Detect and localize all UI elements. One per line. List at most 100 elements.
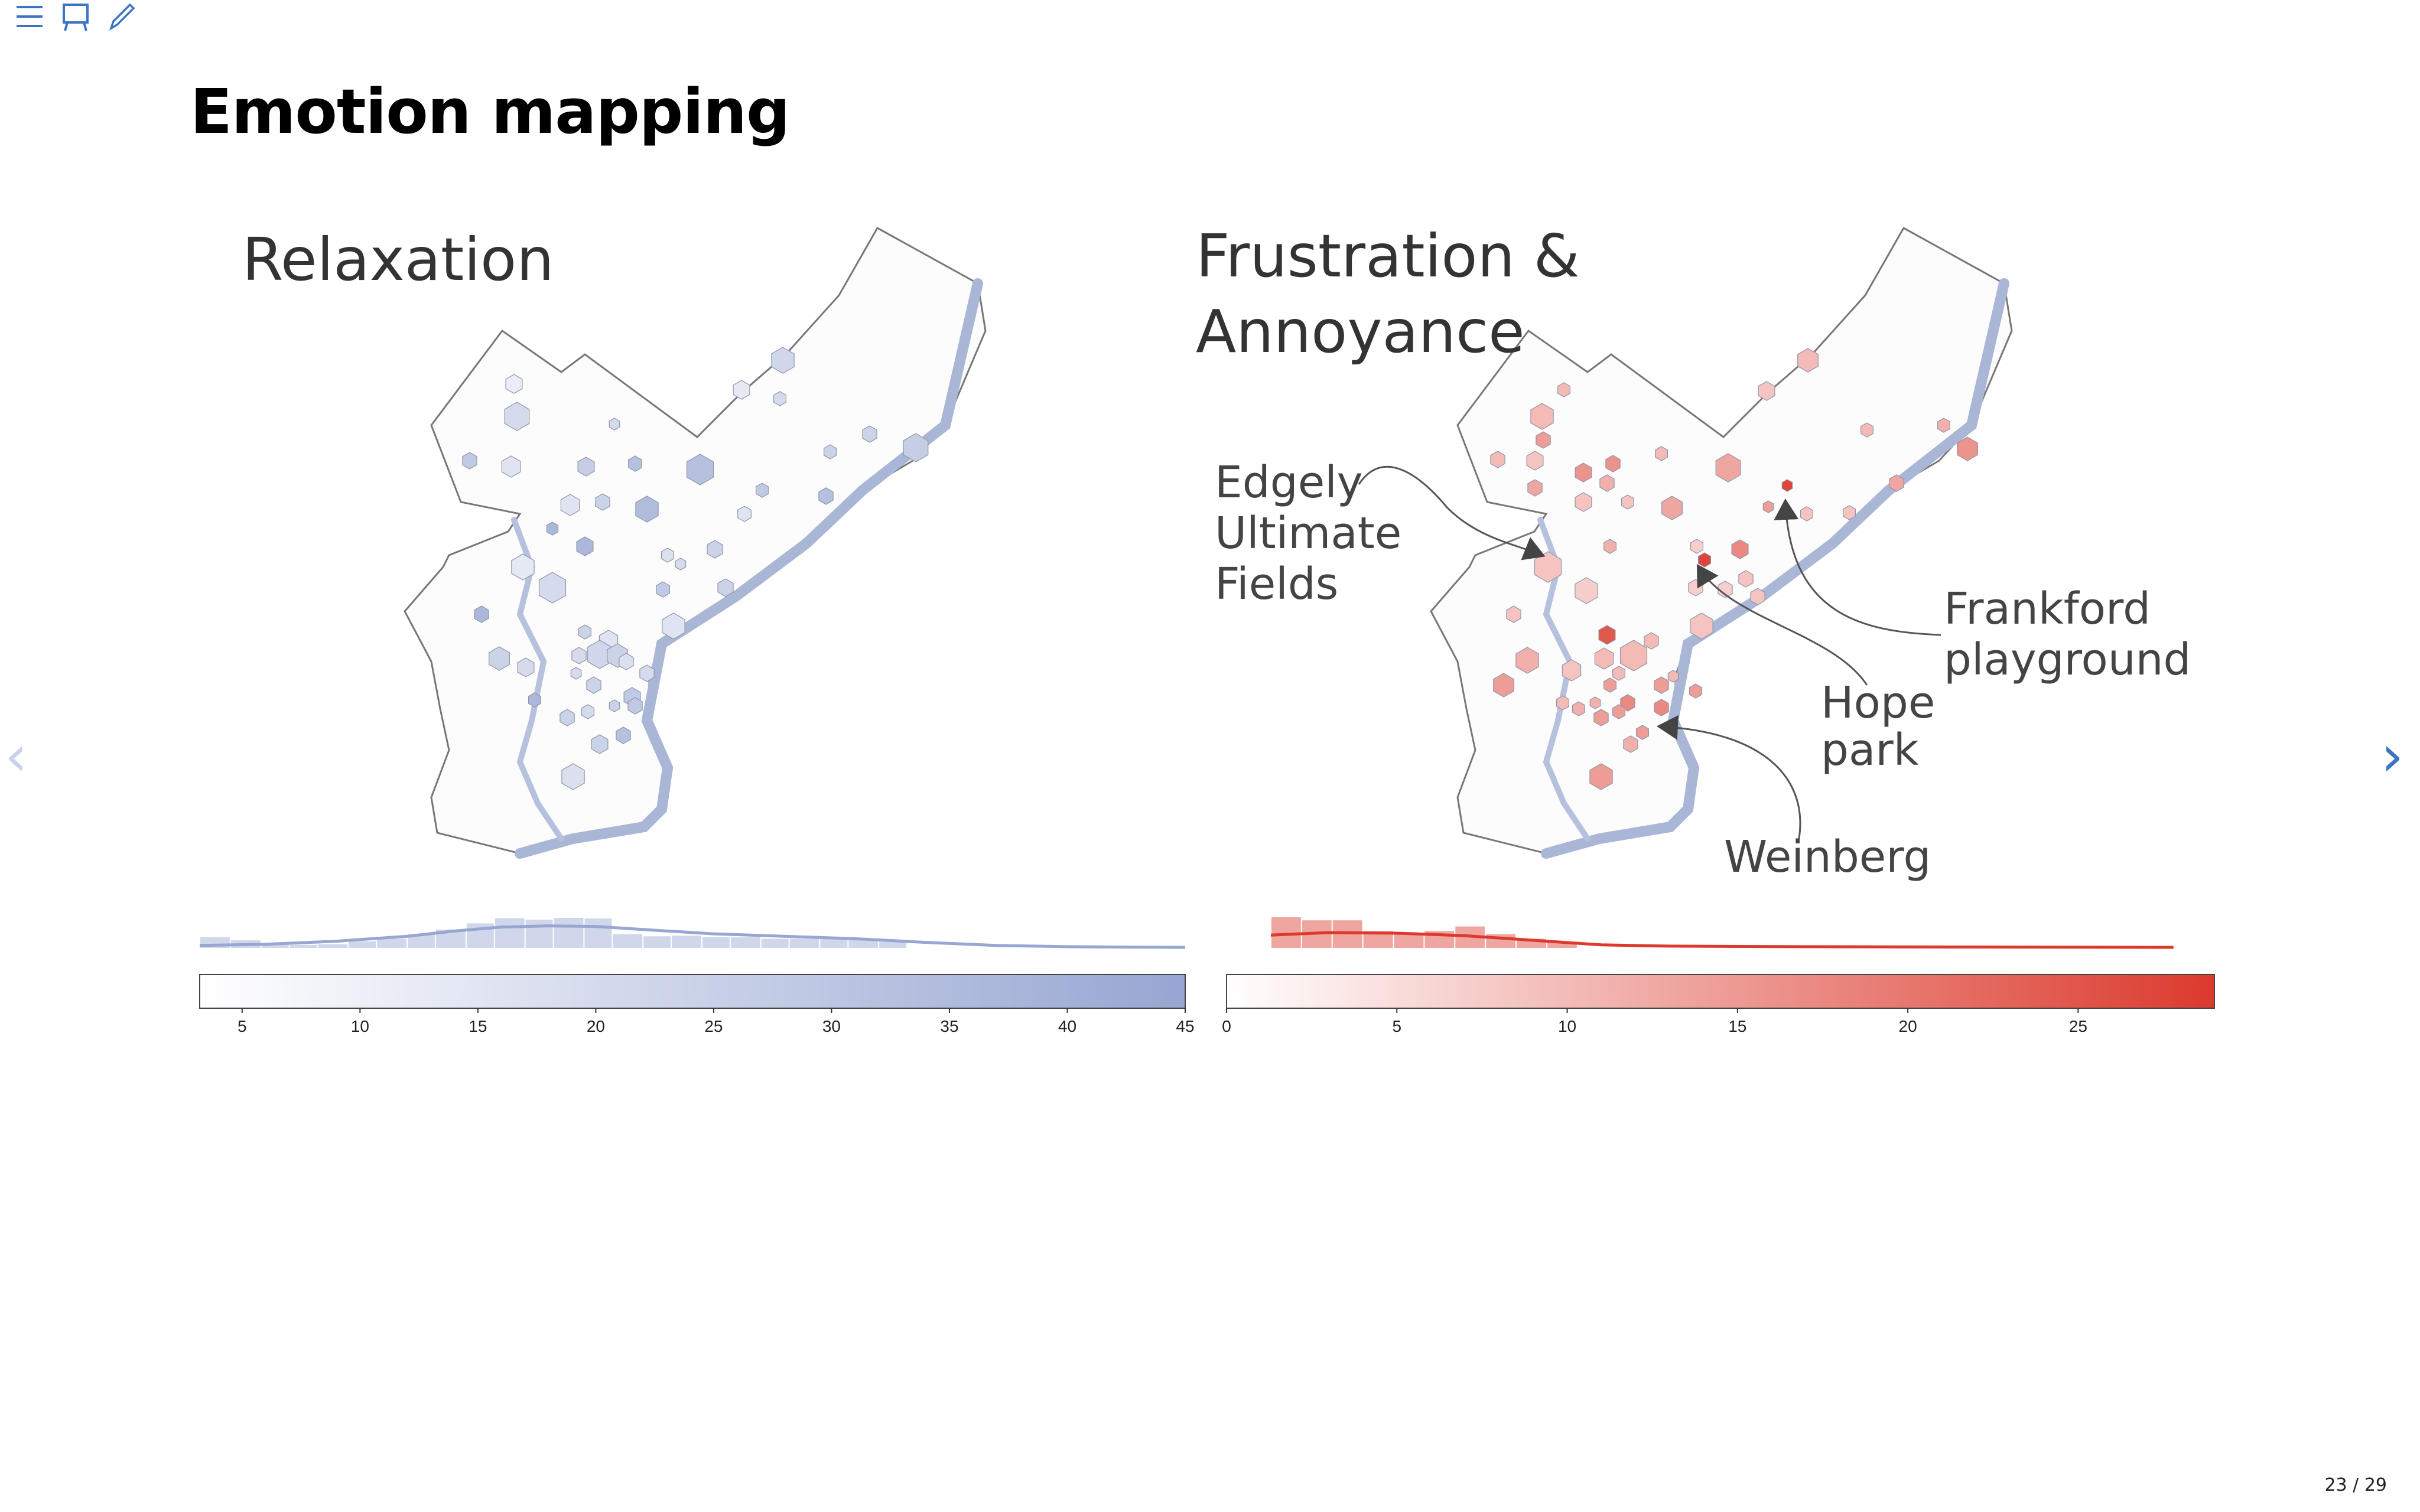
relaxation-hex-bin xyxy=(619,653,634,670)
relaxation-tick-label: 10 xyxy=(351,1017,369,1035)
annotation-line: Edgely xyxy=(1215,457,1363,508)
frustration-hex-bin xyxy=(1575,492,1592,512)
relaxation-hex-bin xyxy=(570,667,582,680)
relaxation-histogram-bar xyxy=(879,941,907,948)
frustration-hex-bin xyxy=(1605,455,1621,472)
relaxation-histogram-bar xyxy=(290,944,317,948)
chevron-left-icon[interactable]: ‹ xyxy=(5,723,28,789)
annotation-line: Hope xyxy=(1821,677,1936,728)
relaxation-histogram-bar xyxy=(349,941,376,948)
frustration-hex-bin xyxy=(1575,577,1598,604)
annotation-frankford-playground: Frankford playground xyxy=(1944,584,2191,685)
frustration-hex-bin xyxy=(1738,570,1754,588)
frustration-hex-bin xyxy=(1800,506,1813,522)
annotation-line: playground xyxy=(1944,634,2191,685)
annotation-line: Fields xyxy=(1215,559,1339,610)
frustration-hex-bin xyxy=(1623,735,1638,753)
frustration-hex-bin xyxy=(1603,539,1616,554)
relaxation-hex-bin xyxy=(474,605,489,623)
relaxation-histogram-bar xyxy=(789,939,819,948)
frustration-hex-bin xyxy=(1594,647,1614,670)
relaxation-histogram-bar xyxy=(761,939,789,948)
frustration-hex-bin xyxy=(1598,625,1616,645)
annotation-weinberg: Weinberg xyxy=(1724,832,1931,882)
frustration-hex-bin xyxy=(1530,403,1554,430)
arrow-weinberg xyxy=(1657,715,1801,839)
relaxation-hex-bin xyxy=(773,391,786,406)
frustration-hex-bin xyxy=(1612,666,1625,681)
relaxation-hex-bin xyxy=(571,647,587,664)
relaxation-histogram-bar xyxy=(584,918,612,948)
relaxation-tick-label: 45 xyxy=(1176,1017,1194,1035)
relaxation-tick-label: 20 xyxy=(587,1017,605,1035)
relaxation-histogram-bar xyxy=(730,937,760,948)
frustration-hex-bin xyxy=(1661,496,1683,520)
frustration-tick-label: 10 xyxy=(1558,1017,1576,1035)
frustration-hex-bin xyxy=(1536,431,1551,449)
frustration-hex-bin xyxy=(1667,670,1679,683)
relaxation-density-line xyxy=(199,924,1186,949)
relaxation-histogram-bar xyxy=(318,944,348,948)
pen-icon[interactable] xyxy=(105,0,138,33)
relaxation-hex-bin xyxy=(639,664,655,682)
relaxation-hex-bin xyxy=(824,444,837,460)
frustration-hex-bin xyxy=(1762,500,1774,513)
relaxation-hex-bin xyxy=(462,452,477,470)
river-left xyxy=(515,278,983,859)
frustration-colorbar xyxy=(1226,974,2215,1009)
annotation-line: Frankford xyxy=(1944,584,2151,634)
annotation-hope-park: Hope park xyxy=(1821,679,1935,774)
relaxation-hex-bin xyxy=(661,548,674,563)
frustration-hex-bin xyxy=(1843,505,1856,520)
frustration-hex-bin xyxy=(1797,348,1819,373)
relaxation-histogram-bar xyxy=(848,939,879,948)
arrow-edgely xyxy=(1358,465,1546,561)
frustration-hex-bin xyxy=(1690,612,1713,640)
relaxation-hex-bin xyxy=(627,697,643,715)
frustration-hex-bin xyxy=(1655,446,1668,461)
city-outline-left xyxy=(404,226,987,855)
frustration-hex-bin xyxy=(1603,677,1616,693)
relaxation-hex-bin xyxy=(586,676,601,694)
relaxation-hex-bin xyxy=(561,763,585,790)
relaxation-hex-bin xyxy=(505,374,523,394)
frustration-hex-bin xyxy=(1690,539,1703,554)
relaxation-hex-bin xyxy=(501,455,521,478)
relaxation-histogram-bar xyxy=(495,918,525,948)
relaxation-hex-bin xyxy=(616,726,631,744)
frustration-hex-bin xyxy=(1506,605,1521,623)
frustration-tick-label: 25 xyxy=(2069,1017,2087,1035)
frustration-tick-label: 20 xyxy=(1899,1017,1917,1035)
frustration-hex-bin xyxy=(1557,382,1570,397)
relaxation-hex-bin xyxy=(609,418,620,431)
frustration-title-line-1: Frustration & xyxy=(1196,221,1580,291)
frustration-hex-bin xyxy=(1589,696,1601,709)
frustration-hex-bin xyxy=(1750,588,1765,605)
relaxation-hex-bin xyxy=(595,493,610,511)
frustration-hex-bin xyxy=(1620,694,1635,712)
frustration-hex-bin xyxy=(1889,474,1904,492)
frustration-hex-bin xyxy=(1758,381,1775,401)
frustration-hex-bin xyxy=(1589,763,1613,790)
chevron-right-icon[interactable]: › xyxy=(2381,723,2404,789)
relaxation-colorbar xyxy=(199,974,1186,1009)
relaxation-hex-bin xyxy=(517,657,535,677)
relaxation-hex-bin xyxy=(675,558,687,571)
menu-icon[interactable] xyxy=(13,0,46,33)
frustration-hex-bin xyxy=(1715,453,1741,483)
frustration-title-line-2: Annoyance xyxy=(1196,297,1525,366)
relaxation-histogram-bar xyxy=(554,918,584,948)
relaxation-histogram-bar xyxy=(643,936,671,948)
arrow-frankford xyxy=(1774,498,1941,636)
relaxation-tick-label: 15 xyxy=(469,1017,487,1035)
arrow-hope xyxy=(1696,563,1868,686)
relaxation-hex-bin xyxy=(717,578,734,597)
frustration-hex-bin xyxy=(1490,451,1505,468)
frustration-hex-bin xyxy=(1556,695,1569,711)
presentation-board-icon[interactable] xyxy=(59,0,92,33)
frustration-hex-bin xyxy=(1562,659,1582,682)
relaxation-hex-bin xyxy=(771,347,795,374)
relaxation-tick-label: 25 xyxy=(704,1017,723,1035)
frustration-histogram-bar xyxy=(1394,934,1424,948)
